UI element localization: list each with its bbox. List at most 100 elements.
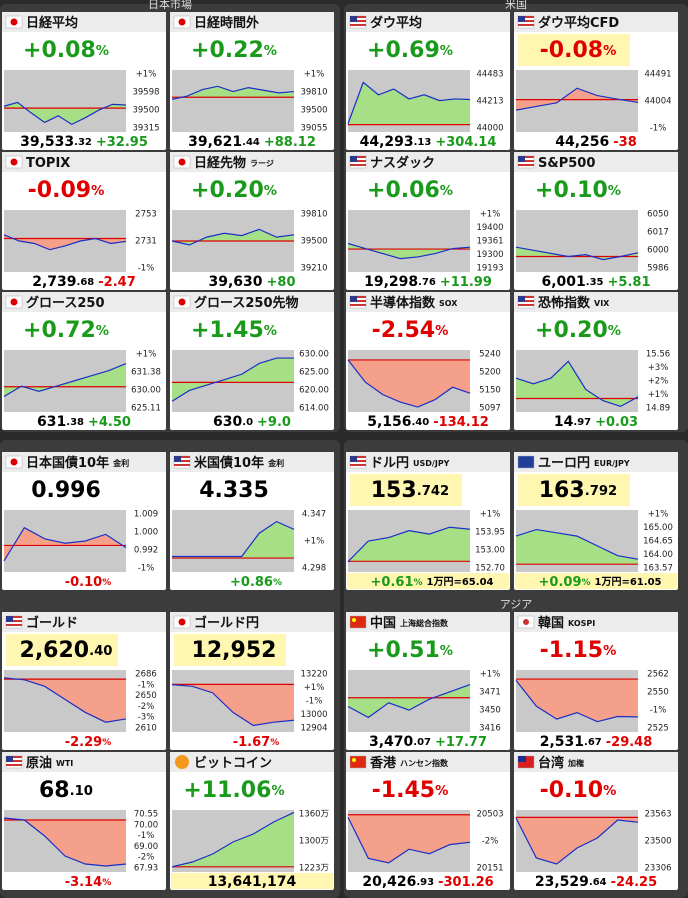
axis-label: 44483 — [476, 70, 503, 80]
price: 3,470 — [369, 734, 414, 750]
subname: SOX — [439, 299, 458, 308]
subname: VIX — [594, 299, 610, 308]
area — [516, 817, 638, 864]
flag-stripe — [6, 624, 22, 626]
value-main: +0.20 — [535, 318, 608, 343]
axis-label: -1% — [650, 124, 667, 134]
price: 630 — [213, 414, 242, 430]
tile-header — [514, 152, 678, 172]
subname: WTI — [56, 759, 73, 768]
tile-name: ゴールド円 — [194, 615, 259, 631]
change: +9.0 — [257, 415, 291, 430]
area — [172, 812, 294, 867]
flag-stripe — [350, 304, 366, 306]
flag-stripe — [350, 296, 366, 298]
axis-label: +1% — [136, 350, 157, 360]
price: .97 — [573, 417, 591, 428]
price-line — [3, 234, 127, 251]
value-main: -0.08 — [540, 38, 603, 63]
value-text: 163.792 — [539, 478, 617, 503]
axis-label: 13000 — [300, 710, 327, 720]
price: .68 — [77, 277, 95, 288]
axis-label: 625.00 — [299, 368, 329, 378]
axis-label: 4.347 — [302, 510, 326, 520]
value-small: % — [608, 324, 621, 339]
change: % — [102, 738, 111, 748]
price: .38 — [66, 417, 84, 428]
tile-name: 米国債10年 金利 — [194, 455, 284, 471]
axis-label: 69.00 — [134, 842, 158, 852]
tile-header — [2, 612, 166, 632]
axis-label: 625.11 — [131, 404, 161, 414]
tile-header — [514, 612, 678, 632]
change: -3.14 — [65, 875, 102, 890]
bottom-text: 6,001.35 +5.81 — [542, 274, 651, 290]
axis-label: 1.000 — [134, 528, 158, 538]
axis-label: 14.89 — [646, 404, 670, 414]
change: +32.95 — [96, 135, 148, 150]
flag-sun — [10, 158, 18, 166]
name: グロース250 — [26, 295, 105, 311]
bottom-text: -3.14% — [65, 875, 112, 890]
flag — [349, 155, 367, 169]
value-text: +0.06% — [367, 178, 453, 203]
change: +11.99 — [440, 275, 492, 290]
axis-label: 2610 — [135, 724, 157, 734]
subname: ラージ — [250, 159, 274, 168]
axis-label: -1% — [138, 680, 155, 690]
price-line — [347, 526, 471, 563]
name: ドル円 — [370, 456, 409, 471]
tile-name: ダウ平均CFD — [538, 15, 619, 31]
name: ゴールド — [26, 615, 78, 631]
tile-name: S&P500 — [538, 156, 595, 171]
flag-stripe — [174, 456, 190, 458]
axis-label: 39500 — [300, 237, 327, 247]
area — [348, 527, 470, 562]
axis-label: 1223万 — [299, 864, 329, 874]
value-small: % — [603, 44, 616, 59]
flag — [517, 755, 535, 769]
change: +0.09 — [539, 575, 582, 590]
value-small: % — [264, 44, 277, 59]
value-small: % — [435, 324, 448, 339]
name: グロース250先物 — [194, 295, 299, 311]
flag-stripe — [350, 156, 366, 158]
bottom-text: 20,426.93 -301.26 — [362, 874, 493, 890]
price: .76 — [418, 277, 436, 288]
flag-canton — [350, 156, 357, 162]
tile-name: 香港 ハンセン指数 — [369, 755, 449, 771]
top-highlight — [518, 34, 630, 66]
value-main: +0.72 — [23, 318, 96, 343]
axis-label: 15.56 — [646, 350, 670, 360]
bottom-highlight — [347, 573, 509, 589]
area — [348, 243, 470, 259]
top-highlight — [350, 474, 462, 506]
change: -29.48 — [606, 735, 653, 750]
price: 23,529 — [535, 874, 589, 890]
value-text: +0.20% — [191, 178, 277, 203]
value-main: +0.69 — [367, 38, 440, 63]
axis-label: 12904 — [300, 724, 327, 734]
price: 5,156 — [367, 414, 411, 430]
name: 香港 — [369, 755, 397, 771]
bottom-text: 39,630 +80 — [208, 274, 295, 290]
price-line — [171, 85, 295, 100]
axis-label: 44000 — [476, 124, 503, 134]
value-text: +0.10% — [535, 178, 621, 203]
tile-name: 日経時間外 — [194, 15, 259, 31]
change: +80 — [267, 275, 296, 290]
axis-label: 153.00 — [475, 546, 505, 556]
flag-mark — [523, 619, 529, 625]
tile-name: ゴールド — [26, 615, 78, 631]
value-small: % — [96, 44, 109, 59]
axis-label: +1% — [648, 510, 669, 520]
area — [4, 102, 126, 125]
bottom-text: 631.38 +4.50 — [37, 414, 131, 430]
axis-label: 39315 — [132, 124, 159, 134]
price-line — [515, 817, 639, 865]
name: ビットコイン — [194, 755, 272, 771]
change: +17.77 — [435, 735, 487, 750]
value-small: .40 — [89, 644, 112, 659]
flag-stripe — [350, 24, 366, 26]
value-small: % — [264, 324, 277, 339]
